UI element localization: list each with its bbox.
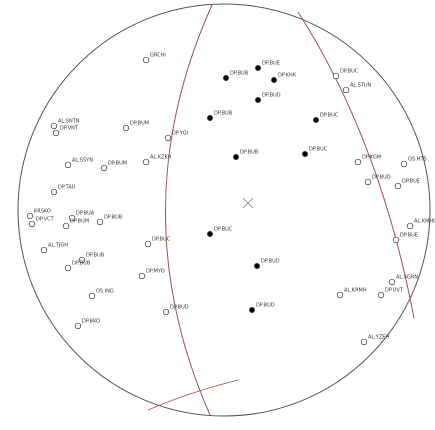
- station-marker: [122, 124, 130, 132]
- station-label: DP.BUC: [152, 237, 171, 243]
- great-circle: [165, 4, 213, 416]
- center-mark: [242, 197, 254, 209]
- station-label: DP.BUM: [108, 161, 127, 167]
- net-circle: [17, 3, 431, 417]
- station-label: DP.YGI: [172, 131, 188, 137]
- station-marker: [40, 246, 48, 254]
- station-label: AL.KRMH: [344, 288, 367, 294]
- station-label: DP.BUD: [170, 305, 189, 311]
- station-label: DP.BUD: [262, 93, 281, 99]
- station-label: DP.TAU: [58, 185, 76, 191]
- station-label: DP.BUE: [262, 61, 280, 67]
- station-marker: [162, 308, 170, 316]
- station-marker: [62, 222, 70, 230]
- station-marker: [388, 278, 396, 286]
- station-label: DP.BUM: [130, 121, 149, 127]
- station-label: DP.KGM: [362, 155, 381, 161]
- station-label: DP.BUC: [214, 227, 233, 233]
- station-label: DP.BUB: [214, 111, 233, 117]
- station-marker: [332, 72, 340, 80]
- stations: GRCHI DP.BUE DP.BUB DP.KHK DP.BUC AL.STUN DP.B…: [26, 53, 435, 346]
- station-label: DP.BUM: [70, 219, 89, 225]
- station-marker: [360, 338, 368, 346]
- great-circle: [297, 11, 415, 319]
- station-label: DP.VNT: [60, 126, 79, 132]
- station-marker: [78, 256, 86, 264]
- station-marker: [68, 214, 76, 222]
- station-label: DP.BUA: [76, 211, 95, 217]
- station-label: AL.STUN: [350, 83, 372, 89]
- station-marker: [336, 291, 344, 299]
- station-label: DP.BUB: [240, 150, 259, 156]
- station-marker: [142, 158, 150, 166]
- station-marker: [255, 97, 261, 103]
- station-label: AL.KZKH: [150, 155, 172, 161]
- station-label: KRSKO: [34, 209, 51, 215]
- station-label: AL.SGRN: [396, 275, 418, 281]
- station-marker: [64, 264, 72, 272]
- station-marker: [377, 291, 385, 299]
- station-marker: [144, 240, 152, 248]
- station-marker: [74, 322, 82, 330]
- station-marker: [164, 134, 172, 142]
- station-label: DP.BUE: [400, 233, 418, 239]
- station-label: DP.BKO: [82, 319, 100, 325]
- station-marker: [394, 182, 402, 190]
- station-label: DP.BUB: [86, 253, 105, 259]
- station-label: AL.SNTN: [58, 119, 80, 125]
- station-label: OS.HTS: [408, 157, 427, 163]
- station-label: DP.BUD: [261, 259, 280, 265]
- station-marker: [223, 75, 229, 81]
- station-marker: [88, 292, 96, 300]
- station-label: DP.MYO: [146, 269, 165, 275]
- station-marker: [50, 122, 58, 130]
- station-label: GRCHI: [150, 53, 166, 59]
- station-marker: [100, 164, 108, 172]
- station-marker: [364, 178, 372, 186]
- station-label: DP.BUB: [104, 215, 123, 221]
- station-label: DP.BUC: [320, 113, 339, 119]
- station-marker: [400, 160, 408, 168]
- station-marker: [64, 161, 72, 169]
- station-label: DP.BUC: [340, 69, 359, 75]
- station-marker: [26, 212, 34, 220]
- station-label: DP.BUD: [256, 303, 275, 309]
- station-marker: [233, 154, 239, 160]
- station-marker: [302, 151, 308, 157]
- station-label: DP.BUB: [230, 71, 249, 77]
- station-marker: [406, 222, 414, 230]
- station-marker: [207, 231, 213, 237]
- station-marker: [255, 65, 261, 71]
- station-marker: [354, 158, 362, 166]
- station-label: OS.ING: [96, 289, 114, 295]
- station-marker: [50, 188, 58, 196]
- station-label: DP.BUE: [402, 179, 420, 185]
- station-marker: [28, 220, 36, 228]
- station-marker: [313, 117, 319, 123]
- station-marker: [96, 218, 104, 226]
- station-marker: [271, 77, 277, 83]
- station-marker: [52, 129, 60, 137]
- station-label: AL.KMHO: [414, 219, 435, 225]
- station-label: DP.BUC: [309, 147, 328, 153]
- station-label: DP.BUD: [372, 175, 391, 181]
- station-marker: [207, 115, 213, 121]
- station-marker: [249, 307, 255, 313]
- station-label: AL.TJGH: [48, 243, 68, 249]
- great-circle: [147, 379, 239, 411]
- station-label: DP.KHK: [278, 73, 297, 79]
- station-marker: [254, 263, 260, 269]
- station-label: AL.SSYN: [72, 158, 93, 164]
- station-label: DP.BUB: [72, 261, 91, 267]
- station-label: AL.YZEH: [368, 335, 389, 341]
- station-marker: [138, 272, 146, 280]
- station-marker: [342, 86, 350, 94]
- station-marker: [392, 236, 400, 244]
- station-marker: [142, 56, 150, 64]
- station-label: DP.VCT: [36, 217, 55, 223]
- station-label: DP.UVT: [385, 288, 404, 294]
